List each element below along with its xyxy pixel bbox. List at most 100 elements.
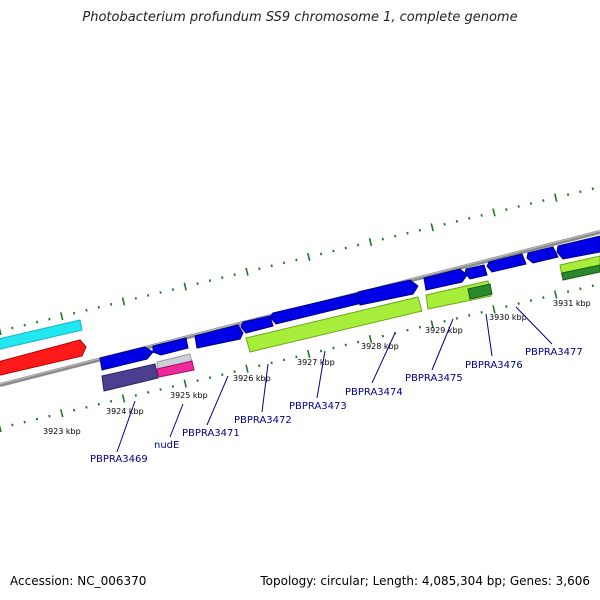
leader-line bbox=[371, 332, 396, 384]
map-title: Photobacterium profundum SS9 chromosome … bbox=[82, 10, 518, 25]
cds-track-forward bbox=[99, 235, 600, 371]
gene-label[interactable]: PBPRA3476 bbox=[465, 360, 523, 371]
leader-line bbox=[316, 350, 326, 399]
minor-tick bbox=[381, 237, 384, 241]
minor-tick bbox=[344, 343, 347, 347]
minor-tick bbox=[72, 408, 76, 412]
minor-tick bbox=[295, 258, 298, 262]
minor-tick bbox=[171, 385, 175, 388]
minor-tick bbox=[332, 346, 335, 350]
gene-label[interactable]: PBPRA3473 bbox=[289, 401, 347, 412]
minor-tick bbox=[48, 414, 51, 418]
gene-label[interactable]: PBPRA3474 bbox=[345, 387, 403, 398]
minor-tick bbox=[505, 208, 508, 211]
major-tick bbox=[492, 208, 496, 217]
cds-arrow bbox=[464, 264, 488, 280]
minor-tick bbox=[566, 290, 570, 294]
major-tick bbox=[60, 312, 64, 321]
cds-arrow bbox=[194, 324, 244, 349]
feature-red-track bbox=[0, 339, 87, 376]
cds-arrow bbox=[99, 346, 154, 371]
major-tick bbox=[430, 320, 434, 329]
ruler-label: 3925 kbp bbox=[170, 391, 208, 400]
minor-tick bbox=[529, 202, 533, 205]
minor-tick bbox=[134, 297, 137, 300]
minor-tick bbox=[270, 264, 273, 268]
minor-tick bbox=[233, 273, 236, 277]
cds-arrow bbox=[526, 246, 559, 264]
minor-tick bbox=[147, 294, 150, 297]
minor-tick bbox=[233, 370, 236, 374]
major-tick bbox=[183, 282, 187, 291]
minor-tick bbox=[295, 355, 298, 359]
gene-label[interactable]: PBPRA3469 bbox=[90, 454, 148, 465]
minor-tick bbox=[134, 394, 137, 397]
gene-label[interactable]: PBPRA3471 bbox=[182, 428, 240, 439]
minor-tick bbox=[282, 261, 286, 265]
minor-tick bbox=[109, 399, 113, 403]
major-tick bbox=[368, 335, 373, 344]
major-tick bbox=[183, 379, 187, 388]
gene-leaders bbox=[116, 306, 553, 453]
major-tick bbox=[0, 424, 2, 433]
minor-tick bbox=[406, 231, 409, 235]
minor-tick bbox=[258, 364, 261, 368]
gene-label[interactable]: nudE bbox=[154, 440, 179, 451]
outer-tick-track bbox=[0, 187, 594, 336]
minor-tick bbox=[591, 284, 594, 288]
major-tick bbox=[0, 327, 2, 336]
minor-tick bbox=[505, 305, 508, 308]
minor-tick bbox=[97, 402, 100, 406]
minor-tick bbox=[85, 308, 88, 312]
minor-tick bbox=[418, 325, 422, 329]
major-tick bbox=[121, 297, 126, 306]
minor-tick bbox=[196, 282, 199, 285]
ruler-label: 3923 kbp bbox=[43, 427, 81, 436]
minor-tick bbox=[455, 316, 459, 320]
minor-tick bbox=[35, 320, 39, 324]
feature-pink bbox=[156, 360, 195, 378]
minor-tick bbox=[332, 249, 335, 253]
major-tick bbox=[245, 364, 249, 373]
minor-tick bbox=[221, 373, 224, 377]
minor-tick bbox=[406, 328, 409, 332]
major-tick bbox=[554, 290, 558, 299]
minor-tick bbox=[282, 358, 286, 362]
minor-tick bbox=[147, 391, 150, 394]
leader-line bbox=[515, 306, 553, 345]
ruler-label: 3926 kbp bbox=[233, 374, 271, 383]
ruler-label: 3930 kbp bbox=[489, 313, 527, 322]
leader-line bbox=[261, 363, 269, 413]
major-tick bbox=[307, 252, 311, 261]
ruler-label: 3929 kbp bbox=[425, 326, 463, 335]
minor-tick bbox=[579, 287, 582, 291]
minor-tick bbox=[418, 228, 422, 232]
inner-tick-track bbox=[0, 284, 594, 433]
minor-tick bbox=[23, 420, 26, 424]
minor-tick bbox=[221, 276, 224, 280]
minor-tick bbox=[455, 219, 459, 223]
major-tick bbox=[554, 193, 558, 202]
minor-tick bbox=[344, 246, 347, 250]
leader-line bbox=[169, 403, 184, 438]
minor-tick bbox=[480, 311, 483, 314]
feature-purple bbox=[101, 363, 159, 392]
ruler-label: 3931 kbp bbox=[553, 299, 591, 308]
minor-tick bbox=[566, 193, 570, 197]
gene-label[interactable]: PBPRA3475 bbox=[405, 373, 463, 384]
minor-tick bbox=[381, 334, 384, 338]
gene-label[interactable]: PBPRA3472 bbox=[234, 415, 292, 426]
feature-lime-long bbox=[245, 296, 423, 353]
leader-line bbox=[116, 400, 136, 453]
gene-label[interactable]: PBPRA3477 bbox=[525, 347, 583, 358]
feature-dark-green-right bbox=[561, 264, 600, 281]
cds-arrow bbox=[269, 292, 363, 325]
minor-tick bbox=[443, 222, 446, 226]
accession-text: Accession: NC_006370 bbox=[10, 574, 147, 588]
minor-tick bbox=[196, 379, 199, 382]
leader-line bbox=[485, 313, 493, 357]
leader-line bbox=[431, 318, 454, 371]
minor-tick bbox=[319, 252, 323, 256]
minor-tick bbox=[109, 302, 113, 306]
